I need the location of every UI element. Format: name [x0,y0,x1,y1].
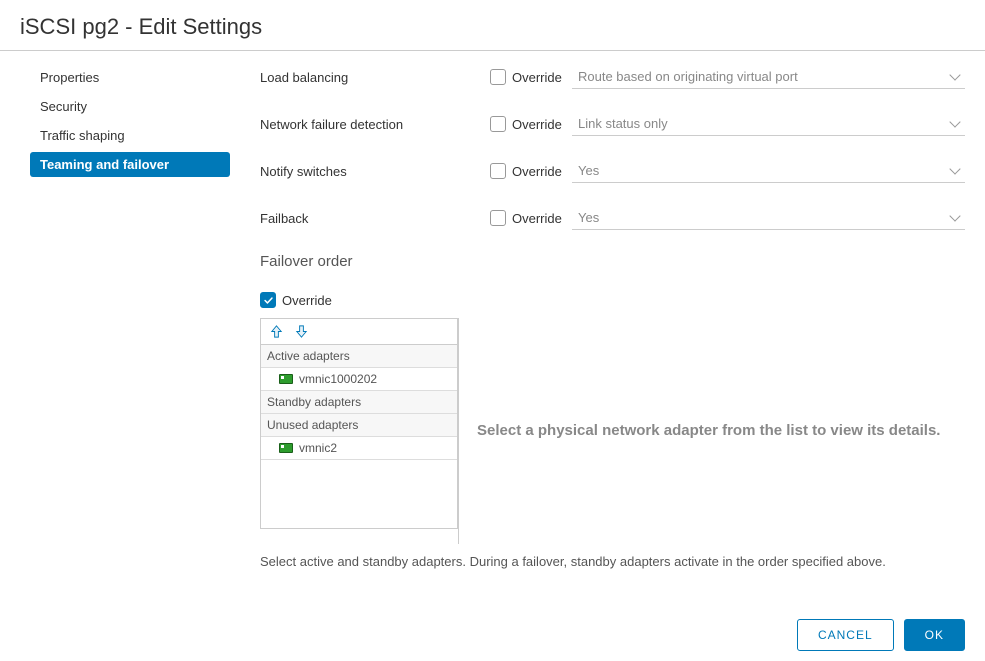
main-panel: Load balancing Override Route based on o… [230,65,965,569]
dialog-body: Properties Security Traffic shaping Team… [0,51,985,569]
override-checkbox-network-failure[interactable] [490,116,506,132]
select-failback[interactable]: Yes [572,206,965,230]
row-failback: Failback Override Yes [260,206,965,230]
move-up-button[interactable] [269,324,284,339]
select-network-failure[interactable]: Link status only [572,112,965,136]
adapter-empty-space [261,460,457,528]
override-label: Override [512,70,562,85]
override-label: Override [512,117,562,132]
failover-order-heading: Failover order [260,253,965,270]
dialog-footer: Cancel OK [797,619,965,651]
arrow-bar [261,319,457,345]
details-placeholder-text: Select a physical network adapter from t… [477,420,940,443]
select-load-balancing[interactable]: Route based on originating virtual port [572,65,965,89]
label-network-failure: Network failure detection [260,117,490,132]
override-label: Override [512,164,562,179]
sidebar-item-properties[interactable]: Properties [30,65,230,90]
arrow-up-icon [269,324,284,339]
row-network-failure: Network failure detection Override Link … [260,112,965,136]
failover-override-group: Override [260,292,965,308]
adapter-row-unused-0[interactable]: vmnic2 [261,437,457,460]
row-load-balancing: Load balancing Override Route based on o… [260,65,965,89]
failover-area: Active adapters vmnic1000202 Standby ada… [260,318,965,544]
failover-override-label: Override [282,293,332,308]
active-adapters-header: Active adapters [261,345,457,368]
override-checkbox-failback[interactable] [490,210,506,226]
nic-icon [279,443,293,453]
standby-adapters-header: Standby adapters [261,391,457,414]
override-checkbox-load-balancing[interactable] [490,69,506,85]
cancel-button[interactable]: Cancel [797,619,894,651]
check-icon [263,295,274,306]
adapter-name: vmnic1000202 [299,372,377,386]
nic-icon [279,374,293,384]
adapter-row-active-0[interactable]: vmnic1000202 [261,368,457,391]
label-failback: Failback [260,211,490,226]
adapter-name: vmnic2 [299,441,337,455]
row-notify-switches: Notify switches Override Yes [260,159,965,183]
sidebar-item-security[interactable]: Security [30,94,230,119]
unused-adapters-header: Unused adapters [261,414,457,437]
override-label: Override [512,211,562,226]
sidebar-item-teaming-failover[interactable]: Teaming and failover [30,152,230,177]
override-checkbox-notify-switches[interactable] [490,163,506,179]
dialog-title: iSCSI pg2 - Edit Settings [0,0,985,51]
adapter-details-panel: Select a physical network adapter from t… [458,318,965,544]
ok-button[interactable]: OK [904,619,965,651]
failover-helper-text: Select active and standby adapters. Duri… [260,554,965,569]
label-load-balancing: Load balancing [260,70,490,85]
sidebar-item-traffic-shaping[interactable]: Traffic shaping [30,123,230,148]
adapter-panel: Active adapters vmnic1000202 Standby ada… [260,318,458,529]
label-notify-switches: Notify switches [260,164,490,179]
arrow-down-icon [294,324,309,339]
sidebar: Properties Security Traffic shaping Team… [30,65,230,569]
failover-override-checkbox[interactable] [260,292,276,308]
move-down-button[interactable] [294,324,309,339]
select-notify-switches[interactable]: Yes [572,159,965,183]
